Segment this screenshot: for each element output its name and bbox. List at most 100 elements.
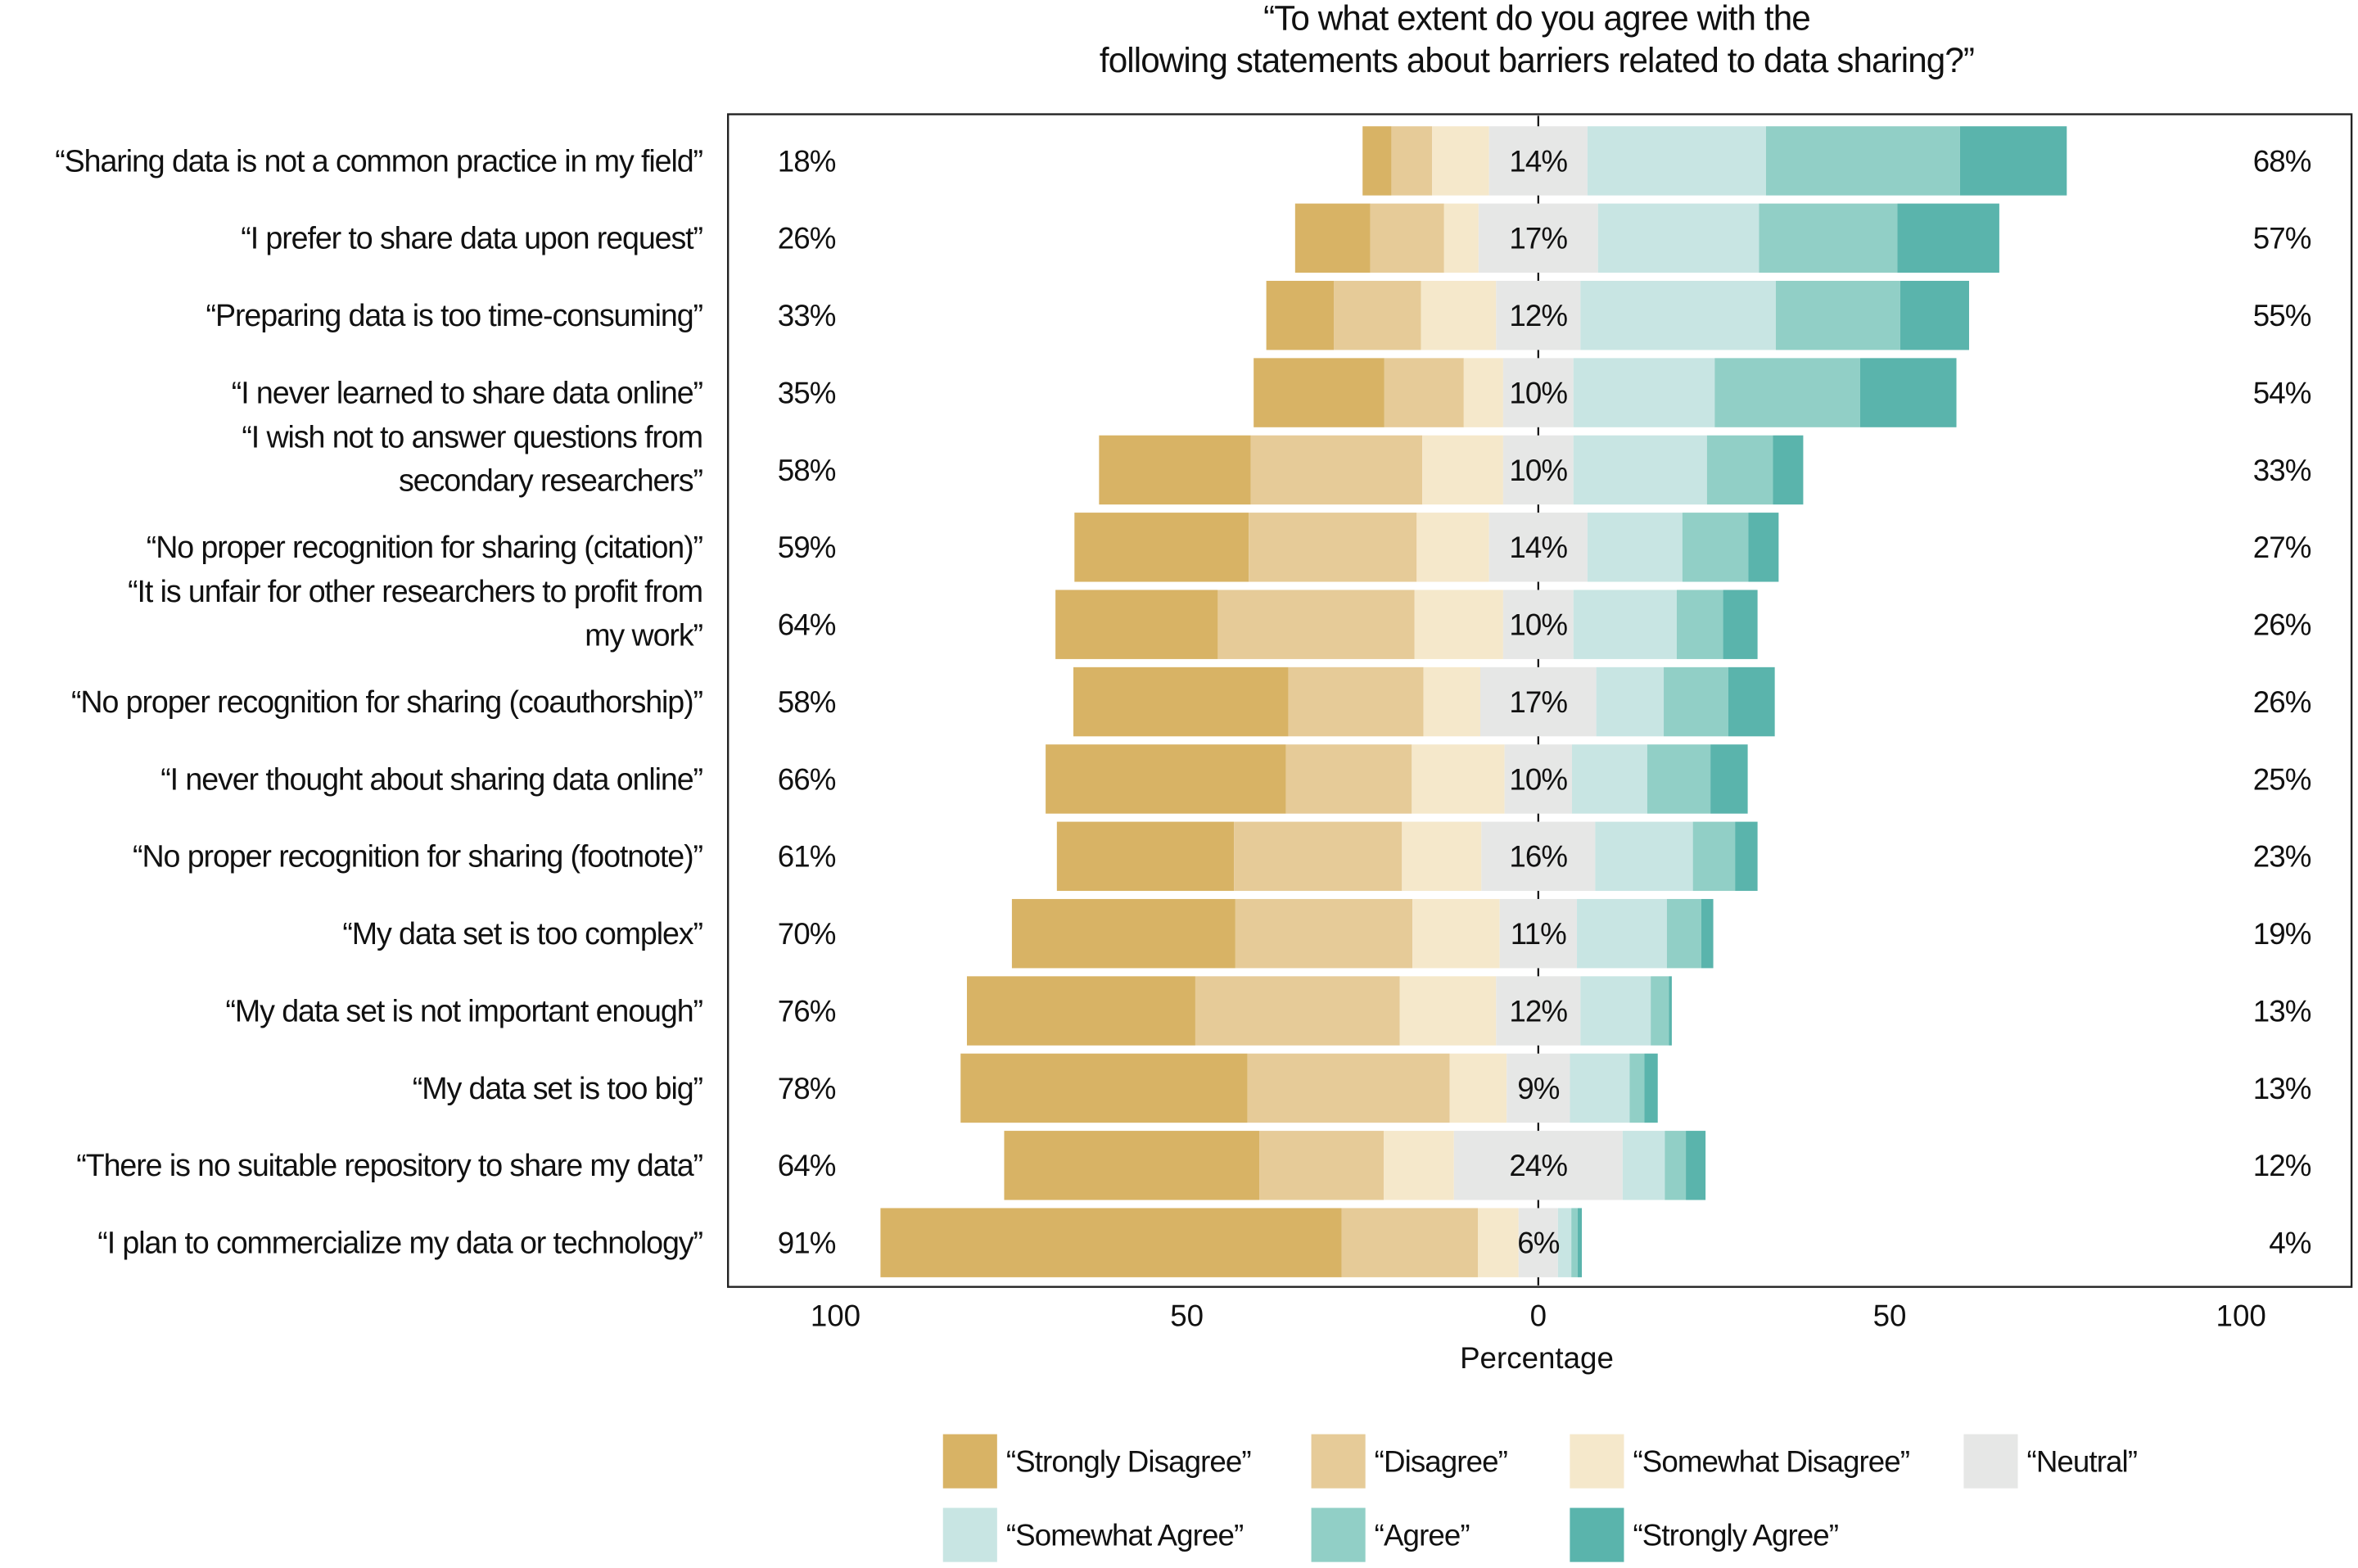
bar-segment	[1249, 513, 1417, 582]
bar-segment	[1900, 280, 1969, 350]
disagree-percent-label: 61%	[778, 840, 836, 874]
legend-swatch	[942, 1434, 997, 1489]
row-label: “I prefer to share data upon request”	[241, 221, 702, 255]
bar-segment	[1506, 1053, 1570, 1123]
agree-percent-label: 26%	[2253, 608, 2311, 642]
legend-label: “Somewhat Agree”	[1006, 1518, 1243, 1552]
bar-segment	[1488, 126, 1588, 196]
neutral-percent-label: 16%	[1509, 840, 1567, 874]
legend-swatch	[1570, 1507, 1624, 1562]
legend-label: “Neutral”	[2027, 1444, 2138, 1478]
agree-percent-label: 13%	[2253, 994, 2311, 1028]
agree-percent-label: 25%	[2253, 762, 2311, 796]
disagree-percent-label: 64%	[778, 608, 836, 642]
chart-title-line: “To what extent do you agree with the	[1263, 0, 1810, 38]
bar-segment	[1391, 126, 1433, 196]
bar-segment	[1421, 280, 1497, 350]
agree-percent-label: 19%	[2253, 917, 2311, 951]
agree-percent-label: 26%	[2253, 685, 2311, 719]
bar-segment	[1765, 126, 1960, 196]
bar-segment	[1570, 1053, 1630, 1123]
bar-segment	[1714, 358, 1860, 427]
bar-segment	[1682, 513, 1749, 582]
bar-segment	[1384, 358, 1464, 427]
neutral-percent-label: 11%	[1511, 917, 1566, 951]
bar-segment	[1074, 513, 1249, 582]
neutral-percent-label: 17%	[1509, 685, 1567, 719]
disagree-percent-label: 78%	[778, 1072, 836, 1105]
bar-segment	[1383, 1131, 1454, 1200]
bar-segment	[1056, 821, 1235, 892]
neutral-percent-label: 10%	[1509, 376, 1567, 409]
row-label: “I never thought about sharing data onli…	[160, 761, 702, 796]
bar-segment	[1414, 590, 1503, 659]
bar-segment	[1723, 590, 1758, 659]
bar-segment	[1587, 126, 1766, 196]
bar-segment	[1573, 435, 1707, 505]
agree-percent-label: 4%	[2269, 1227, 2311, 1260]
row-label: “I wish not to answer questions from seco…	[242, 419, 702, 497]
bar-segment	[1647, 744, 1711, 814]
neutral-percent-label: 14%	[1509, 531, 1567, 564]
bar-segment	[1587, 513, 1683, 582]
bar-segment	[1622, 1131, 1665, 1200]
bar-segment	[1247, 1053, 1450, 1123]
bar-segment	[1412, 898, 1500, 969]
neutral-percent-label: 10%	[1509, 608, 1567, 642]
bar-segment	[1195, 976, 1400, 1046]
legend-swatch	[1963, 1434, 2018, 1489]
neutral-percent-label: 9%	[1517, 1072, 1560, 1105]
disagree-percent-label: 91%	[778, 1227, 836, 1260]
bar-segment	[1370, 203, 1444, 273]
bar-segment	[1499, 898, 1578, 969]
bar-segment	[1595, 821, 1693, 892]
bar-segment	[1557, 1208, 1572, 1277]
disagree-percent-label: 35%	[778, 376, 836, 409]
bar-segment	[1573, 590, 1677, 659]
bar-segment	[1597, 203, 1759, 273]
bar-segment	[1099, 435, 1251, 505]
disagree-percent-label: 64%	[778, 1149, 836, 1182]
agree-percent-label: 54%	[2253, 376, 2311, 409]
x-tick-label: 0	[1530, 1299, 1547, 1332]
bar-segment	[1412, 744, 1505, 814]
legend: “Strongly Disagree” “Disagree” “Somewhat D…	[942, 1434, 2138, 1562]
bar-segment	[1502, 358, 1574, 427]
bar-segment	[1362, 126, 1392, 196]
bar-segment	[1235, 898, 1413, 969]
row-label: “My data set is not important enough”	[226, 993, 703, 1028]
bar-segment	[1217, 590, 1415, 659]
agree-percent-label: 68%	[2253, 144, 2311, 178]
bar-segment	[1669, 976, 1672, 1046]
legend-label: “Strongly Disagree”	[1006, 1444, 1251, 1478]
bar-segment	[1759, 203, 1898, 273]
disagree-percent-label: 66%	[778, 762, 836, 796]
bar-segment	[1477, 1208, 1519, 1277]
disagree-percent-label: 70%	[778, 917, 836, 951]
bar-segment	[1664, 667, 1729, 737]
legend-item: “Neutral”	[1963, 1434, 2138, 1489]
agree-percent-label: 13%	[2253, 1072, 2311, 1105]
bar-segment	[1577, 1208, 1583, 1277]
legend-swatch	[1311, 1434, 1366, 1489]
legend-item: “Somewhat Agree”	[942, 1507, 1244, 1562]
bar-segment	[1055, 590, 1218, 659]
bar-segment	[1629, 1053, 1645, 1123]
legend-item: “Strongly Agree”	[1570, 1507, 1839, 1562]
agree-percent-label: 12%	[2253, 1149, 2311, 1182]
bar-segment	[1496, 976, 1581, 1046]
neutral-percent-label: 17%	[1509, 222, 1567, 255]
row-label: “No proper recognition for sharing (coau…	[71, 685, 703, 719]
row-label: “No proper recognition for sharing (foot…	[133, 839, 703, 874]
legend-swatch	[1570, 1434, 1624, 1489]
bar-segment	[1775, 280, 1900, 350]
bar-segment	[1748, 513, 1779, 582]
x-tick-label: 100	[2216, 1299, 2266, 1332]
x-tick-label: 100	[811, 1299, 861, 1332]
agree-percent-label: 33%	[2253, 454, 2311, 487]
bar-segment	[1580, 976, 1651, 1046]
neutral-percent-label: 12%	[1509, 994, 1567, 1028]
legend-label: “Agree”	[1375, 1518, 1470, 1552]
bar-segment	[1449, 1053, 1507, 1123]
bar-segment	[1596, 667, 1665, 737]
